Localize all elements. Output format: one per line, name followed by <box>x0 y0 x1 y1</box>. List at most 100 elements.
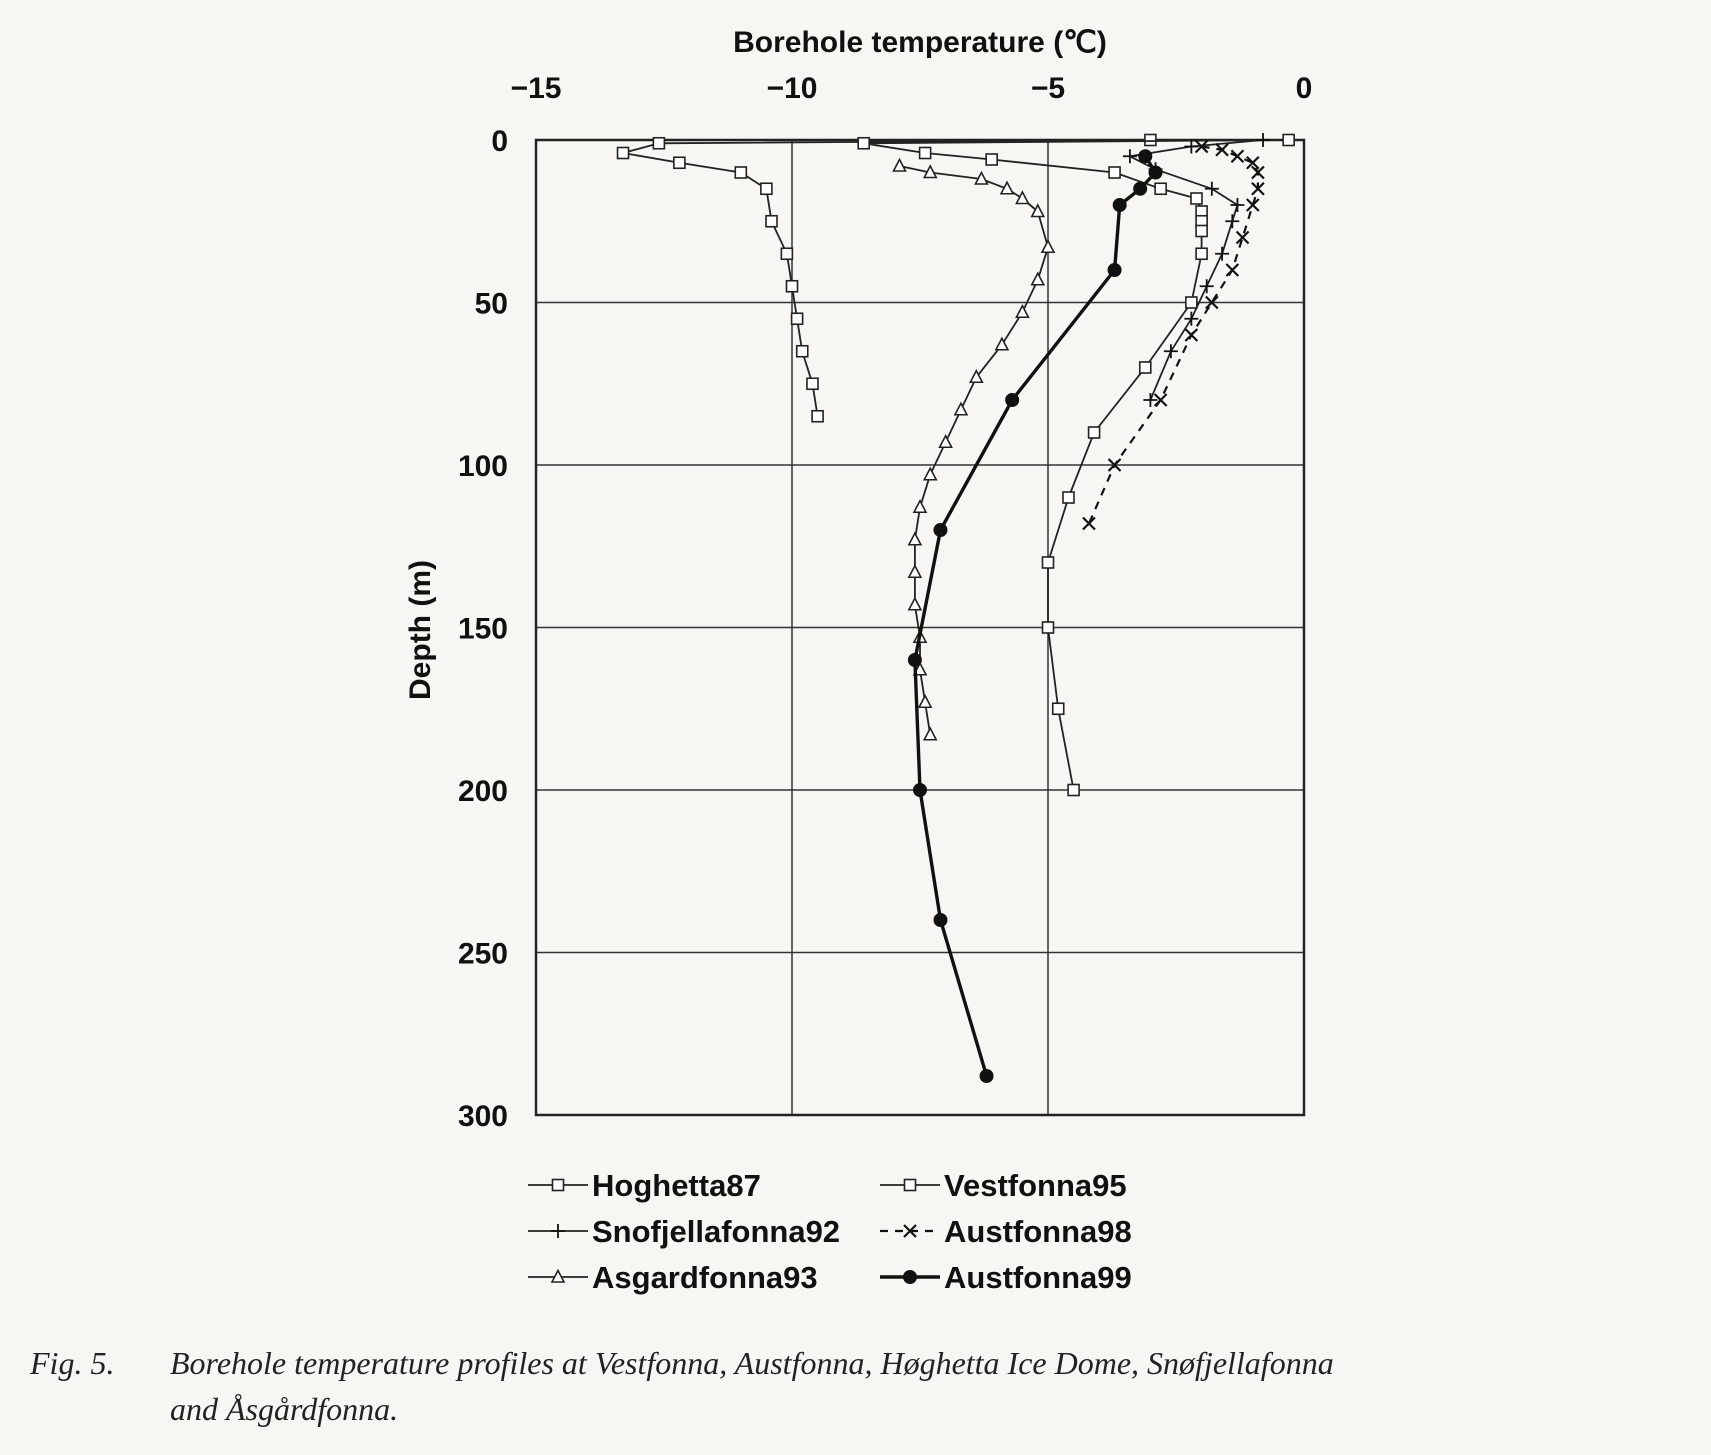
legend-item-hoghetta87: Hoghetta87 <box>528 1168 761 1203</box>
hoghetta87-point <box>806 377 819 391</box>
series-line-austfonna98 <box>1087 145 1259 524</box>
x-tick-label: −15 <box>511 72 562 105</box>
austfonna98-point <box>1205 295 1219 310</box>
asgardfonna93-point <box>1015 304 1030 319</box>
hoghetta87-point <box>811 409 824 423</box>
legend-item-vestfonna95: Vestfonna95 <box>880 1168 1127 1203</box>
vestfonna95-point <box>1185 296 1198 309</box>
vestfonna95-point <box>1041 556 1055 569</box>
legend-vestfonna95-point <box>903 1178 917 1192</box>
series-line-austfonna99 <box>913 155 1158 1077</box>
vestfonna95-point <box>1138 361 1152 374</box>
legend-austfonna98-point <box>903 1224 917 1238</box>
y-tick-label: 200 <box>458 775 508 808</box>
legend-label: Vestfonna95 <box>944 1168 1127 1203</box>
caption-line-1: Borehole temperature profiles at Vestfon… <box>170 1345 1334 1381</box>
austfonna98-point <box>1230 149 1245 164</box>
vestfonna95-point <box>1195 224 1208 238</box>
x-tick-label: 0 <box>1296 72 1313 105</box>
legend-item-snofjellafonna92: Snofjellafonna92 <box>528 1214 840 1249</box>
austfonna98-point <box>1153 393 1168 407</box>
snofjellafonna92-point <box>1143 393 1158 407</box>
hoghetta87-point <box>780 247 794 261</box>
y-tick-label: 150 <box>458 613 508 646</box>
austfonna98-point <box>1246 198 1260 212</box>
asgardfonna93-point <box>922 726 938 741</box>
snofjellafonna92-point <box>1256 133 1271 147</box>
asgardfonna93-point <box>953 401 969 416</box>
vestfonna95-point <box>1051 702 1065 716</box>
austfonna99-point <box>979 1069 994 1083</box>
vestfonna95-point <box>1062 491 1075 504</box>
borehole-temperature-chart: Borehole temperature (℃) Depth (m) −15 −1… <box>404 26 1313 1295</box>
data-series <box>616 133 1295 1083</box>
austfonna98-point <box>1194 139 1209 154</box>
snofjellafonna92-point <box>1199 279 1214 294</box>
caption-text: Borehole temperature profiles at Vestfon… <box>170 1340 1690 1432</box>
hoghetta87-point <box>765 214 778 228</box>
asgardfonna93-point <box>917 694 933 709</box>
austfonna98-point <box>1225 263 1240 277</box>
legend-label: Hoghetta87 <box>592 1168 761 1203</box>
vestfonna95-point <box>1282 133 1295 147</box>
austfonna98-point <box>1082 516 1096 531</box>
legend-label: Austfonna98 <box>944 1214 1132 1249</box>
snofjellafonna92-point <box>1230 198 1245 212</box>
asgardfonna93-point <box>1030 271 1046 286</box>
legend-item-asgardfonna93: Asgardfonna93 <box>528 1260 818 1295</box>
series-line-hoghetta87 <box>622 139 1151 417</box>
vestfonna95-point <box>985 153 998 166</box>
asgardfonna93-point <box>994 336 1010 351</box>
austfonna98-point <box>1251 181 1265 196</box>
snofjellafonna92-point <box>1122 149 1137 164</box>
legend-hoghetta87-point <box>551 1178 565 1192</box>
x-axis-title: Borehole temperature (℃) <box>733 26 1107 59</box>
vestfonna95-point <box>1190 192 1203 205</box>
asgardfonna93-point <box>999 180 1015 195</box>
asgardfonna93-point <box>969 369 984 384</box>
y-axis-title: Depth (m) <box>404 560 437 700</box>
asgardfonna93-point <box>974 170 989 185</box>
series-austfonna99 <box>907 149 1163 1083</box>
hoghetta87-point <box>734 166 748 179</box>
austfonna99-point <box>933 913 948 927</box>
figure-caption: Fig. 5. Borehole temperature profiles at… <box>30 1340 1690 1427</box>
austfonna99-point <box>1133 181 1148 196</box>
series-vestfonna95 <box>857 133 1295 797</box>
legend-item-austfonna98: Austfonna98 <box>880 1214 1132 1249</box>
caption-line-2: and Åsgårdfonna. <box>170 1391 399 1427</box>
asgardfonna93-point <box>907 596 923 611</box>
austfonna98-point <box>1235 230 1250 245</box>
plot-area-frame <box>534 138 1306 1117</box>
series-asgardfonna93 <box>892 157 1056 741</box>
asgardfonna93-point <box>922 164 938 179</box>
vestfonna95-point <box>1108 166 1121 179</box>
vestfonna95-point <box>857 136 870 150</box>
y-tick-label: 0 <box>491 125 508 158</box>
snofjellafonna92-point <box>1225 214 1240 229</box>
legend-label: Snofjellafonna92 <box>592 1214 840 1249</box>
y-tick-label: 100 <box>458 450 508 483</box>
vestfonna95-point <box>1087 426 1101 439</box>
hoghetta87-point <box>1144 133 1157 147</box>
hoghetta87-point <box>652 136 666 150</box>
legend-asgardfonna93-point <box>550 1268 566 1283</box>
austfonna99-point <box>1148 165 1163 180</box>
hoghetta87-point <box>616 146 630 160</box>
asgardfonna93-point <box>922 466 938 481</box>
austfonna99-point <box>1138 149 1153 164</box>
legend-label: Austfonna99 <box>944 1260 1132 1295</box>
asgardfonna93-point <box>1040 239 1056 254</box>
x-tick-label: −10 <box>767 72 818 105</box>
asgardfonna93-point <box>912 499 928 514</box>
austfonna98-point <box>1251 165 1265 180</box>
asgardfonna93-point <box>1030 203 1046 218</box>
vestfonna95-point <box>1195 247 1208 261</box>
vestfonna95-point <box>1154 182 1167 196</box>
austfonna99-point <box>913 783 927 797</box>
austfonna98-point <box>1107 458 1122 472</box>
asgardfonna93-point <box>892 157 907 172</box>
hoghetta87-point <box>785 279 799 293</box>
austfonna99-point <box>1107 263 1122 277</box>
austfonna99-point <box>933 523 948 537</box>
